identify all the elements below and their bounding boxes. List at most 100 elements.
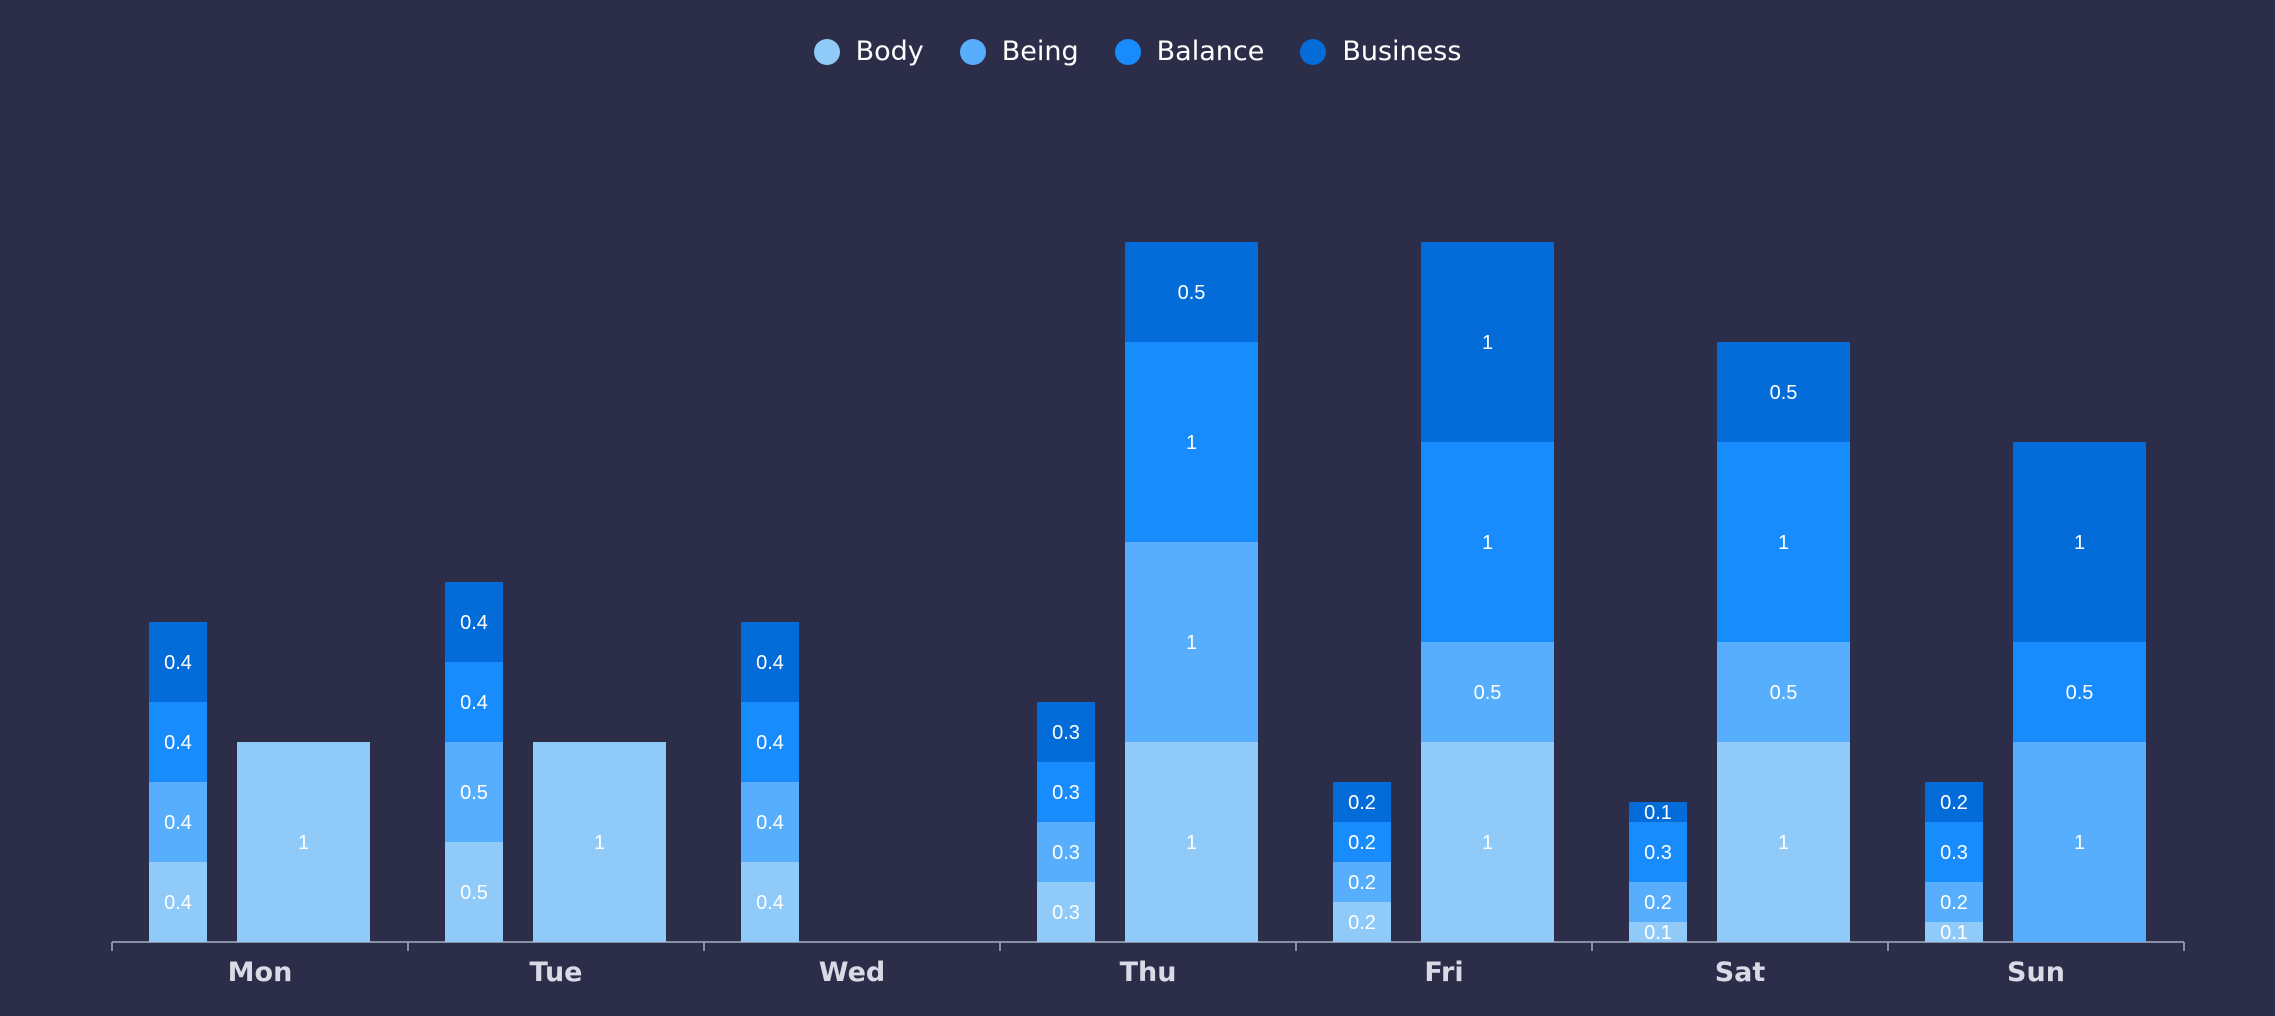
data-label: 0.5 <box>1770 382 1798 404</box>
data-label: 1 <box>594 832 605 854</box>
bar-segment-being[interactable] <box>149 782 207 862</box>
bar-segment-business[interactable] <box>149 622 207 702</box>
bar-segment-balance[interactable] <box>1125 342 1258 542</box>
data-label: 0.2 <box>1644 892 1672 914</box>
data-label: 0.4 <box>164 892 192 914</box>
data-label: 0.3 <box>1052 902 1080 924</box>
bar-segment-being[interactable] <box>1717 642 1850 742</box>
legend-marker-icon <box>959 38 986 65</box>
x-tick-label: Fri <box>1424 957 1463 988</box>
bar-segment-balance[interactable] <box>445 662 503 742</box>
bar-segment-body[interactable] <box>1037 882 1095 942</box>
x-tick-label: Tue <box>530 957 583 988</box>
bar-segment-being[interactable] <box>1925 882 1983 922</box>
bar-segment-balance[interactable] <box>149 702 207 782</box>
legend-label: Balance <box>1156 36 1265 67</box>
data-label: 1 <box>1482 832 1493 854</box>
bar-segment-balance[interactable] <box>1333 822 1391 862</box>
bar-segment-business[interactable] <box>1037 702 1095 762</box>
bar-segment-body[interactable] <box>445 842 503 942</box>
data-label: 0.3 <box>1940 842 1968 864</box>
data-label: 0.2 <box>1940 892 1968 914</box>
bar-segment-business[interactable] <box>1333 782 1391 822</box>
bar-segment-business[interactable] <box>2013 442 2146 642</box>
chart-legend: Body Being Balance Business <box>0 36 2275 67</box>
legend-item-balance[interactable]: Balance <box>1114 36 1265 67</box>
bar-segment-balance[interactable] <box>1717 442 1850 642</box>
data-label: 0.3 <box>1644 842 1672 864</box>
bar-segment-body[interactable] <box>1125 742 1258 942</box>
bar-segment-business[interactable] <box>445 582 503 662</box>
data-label: 0.5 <box>460 782 488 804</box>
data-label: 0.2 <box>1940 792 1968 814</box>
data-label: 1 <box>1482 332 1493 354</box>
x-tick-label: Sun <box>2007 957 2065 988</box>
legend-label: Being <box>1001 36 1079 67</box>
data-label: 0.1 <box>1644 802 1672 824</box>
bar-segment-business[interactable] <box>1629 802 1687 822</box>
data-label: 1 <box>1186 832 1197 854</box>
data-label: 0.5 <box>2066 682 2094 704</box>
data-label: 1 <box>1186 432 1197 454</box>
bar-segment-body[interactable] <box>1717 742 1850 942</box>
data-label: 0.4 <box>164 812 192 834</box>
bar-segment-balance[interactable] <box>1037 762 1095 822</box>
bar-segment-business[interactable] <box>1717 342 1850 442</box>
bar-segment-body[interactable] <box>533 742 666 942</box>
legend-item-business[interactable]: Business <box>1300 36 1461 67</box>
bar-segment-balance[interactable] <box>1629 822 1687 882</box>
legend-marker-icon <box>813 38 840 65</box>
bar-segment-body[interactable] <box>149 862 207 942</box>
data-label: 1 <box>1482 532 1493 554</box>
bar-segment-body[interactable] <box>1333 902 1391 942</box>
data-label: 0.3 <box>1052 722 1080 744</box>
x-tick-label: Sat <box>1715 957 1766 988</box>
data-label: 0.4 <box>460 612 488 634</box>
data-label: 0.4 <box>756 652 784 674</box>
bar-segment-body[interactable] <box>237 742 370 942</box>
bar-segment-balance[interactable] <box>741 702 799 782</box>
bar-segment-business[interactable] <box>1421 242 1554 442</box>
bar-segment-being[interactable] <box>1333 862 1391 902</box>
bar-segment-business[interactable] <box>1925 782 1983 822</box>
bar-segment-being[interactable] <box>1037 822 1095 882</box>
x-tick-label: Mon <box>228 957 293 988</box>
bar-segment-being[interactable] <box>445 742 503 842</box>
data-label: 0.5 <box>1178 282 1206 304</box>
data-label: 0.4 <box>756 892 784 914</box>
bar-segment-being[interactable] <box>1125 542 1258 742</box>
data-label: 0.4 <box>460 692 488 714</box>
legend-label: Business <box>1342 36 1462 67</box>
bar-segment-balance[interactable] <box>1925 822 1983 882</box>
legend-item-body[interactable]: Body <box>813 36 924 67</box>
bar-segment-business[interactable] <box>741 622 799 702</box>
bar-segment-business[interactable] <box>1125 242 1258 342</box>
data-label: 1 <box>1778 832 1789 854</box>
data-label: 0.3 <box>1052 782 1080 804</box>
legend-item-being[interactable]: Being <box>959 36 1079 67</box>
legend-marker-icon <box>1114 38 1141 65</box>
bar-segment-being[interactable] <box>2013 742 2146 942</box>
bar-segment-being[interactable] <box>1629 882 1687 922</box>
bar-segment-being[interactable] <box>1421 642 1554 742</box>
bar-segment-balance[interactable] <box>1421 442 1554 642</box>
data-label: 0.2 <box>1348 912 1376 934</box>
data-label: 0.1 <box>1940 922 1968 944</box>
bar-segment-body[interactable] <box>1629 922 1687 942</box>
data-label: 0.4 <box>164 652 192 674</box>
data-label: 0.5 <box>1474 682 1502 704</box>
bar-segment-body[interactable] <box>1421 742 1554 942</box>
data-label: 0.4 <box>756 812 784 834</box>
bar-segment-body[interactable] <box>741 862 799 942</box>
bar-segment-body[interactable] <box>1925 922 1983 942</box>
bar-segment-being[interactable] <box>741 782 799 862</box>
data-label: 1 <box>298 832 309 854</box>
data-label: 1 <box>1778 532 1789 554</box>
legend-label: Body <box>855 36 924 67</box>
bar-segment-balance[interactable] <box>2013 642 2146 742</box>
data-label: 0.2 <box>1348 872 1376 894</box>
data-label: 0.2 <box>1348 832 1376 854</box>
x-tick-label: Thu <box>1120 957 1177 988</box>
